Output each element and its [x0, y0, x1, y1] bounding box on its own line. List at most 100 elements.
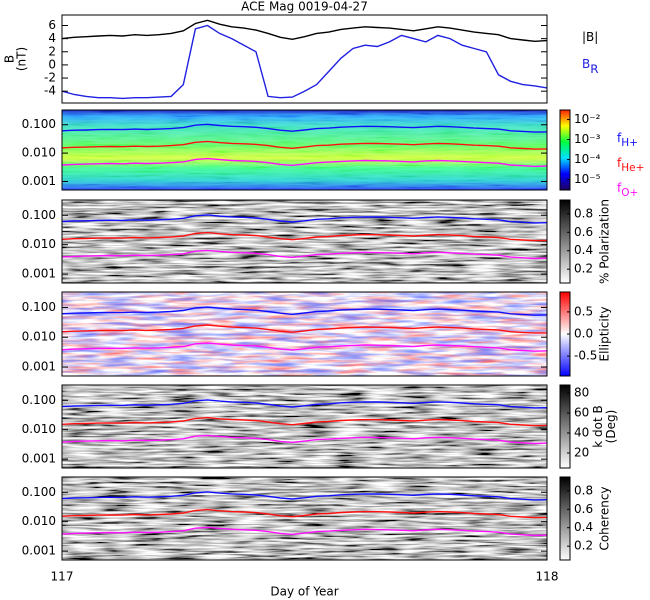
- y-tick-label: 0.001: [22, 174, 56, 188]
- y-tick-label: 0.010: [22, 330, 56, 344]
- colorbar-tick-label: 10⁻⁴: [574, 152, 601, 166]
- colorbar-tick-label: 0.8: [574, 483, 593, 497]
- y-axis-label: B: [3, 55, 17, 63]
- panel-frame: [61, 291, 548, 377]
- data-line: [62, 19, 547, 43]
- colorbar-label: Ellipticity: [598, 307, 612, 362]
- y-tick-label: 0.010: [22, 146, 56, 160]
- legend-subscript: O+: [621, 187, 638, 199]
- frequency-line: [62, 214, 547, 224]
- legend-name: B: [582, 57, 590, 71]
- colorbar-tick-label: -0.5: [574, 349, 597, 363]
- x-axis-label: Day of Year: [270, 585, 338, 599]
- y-tick-label: 0.010: [22, 514, 56, 528]
- legend-subscript: He+: [621, 162, 644, 174]
- y-tick-label: 6: [48, 18, 56, 32]
- colorbar-label: k dot B: [591, 405, 605, 447]
- y-tick-label: 0.010: [22, 237, 56, 251]
- y-tick-label: 0.100: [22, 393, 56, 407]
- legend-name: f: [617, 156, 622, 170]
- plot-area: [62, 292, 547, 376]
- y-tick-label: 0.001: [22, 360, 56, 374]
- frequency-line: [62, 434, 547, 445]
- colorbar: [559, 476, 571, 561]
- colorbar-tick-label: 20: [574, 446, 589, 460]
- legend-entry: BR: [582, 57, 599, 76]
- panel-frame: [61, 384, 548, 469]
- colorbar: [559, 109, 571, 191]
- colorbar-tick-label: 60: [574, 406, 589, 420]
- frequency-line: [62, 399, 547, 409]
- legend-subscript: R: [590, 62, 598, 76]
- colorbar-tick-label: 0.2: [574, 262, 593, 276]
- frequency-line: [62, 140, 547, 150]
- frequency-line: [62, 508, 547, 519]
- frequency-line: [62, 123, 547, 133]
- y-tick-label: 0.001: [22, 544, 56, 558]
- frequency-line: [62, 416, 547, 427]
- colorbar-label: Coherency: [598, 486, 612, 550]
- y-tick-label: 0.100: [22, 208, 56, 222]
- frequency-line: [62, 157, 547, 168]
- frequency-line: [62, 306, 547, 316]
- spectrogram-texture: [62, 110, 547, 190]
- colorbar-tick-label: 0.4: [574, 243, 593, 257]
- plot-area: [62, 110, 547, 190]
- legend-entry: fH+: [617, 131, 638, 150]
- frequency-line: [62, 324, 547, 334]
- data-line: [62, 24, 547, 100]
- y-tick-label: 0.100: [22, 485, 56, 499]
- colorbar-tick-label: 80: [574, 386, 589, 400]
- y-tick-label: -4: [44, 84, 56, 98]
- legend-entry: fO+: [617, 181, 638, 200]
- colorbar-tick-label: 0.8: [574, 206, 593, 220]
- spectrogram-texture: [62, 292, 547, 376]
- legend-name: |B|: [582, 30, 598, 44]
- y-tick-label: 2: [48, 44, 56, 58]
- colorbar-tick-label: 10⁻²: [574, 112, 601, 126]
- frequency-line: [62, 231, 547, 242]
- y-tick-label: 0.010: [22, 422, 56, 436]
- panel-frame: [61, 109, 548, 191]
- y-tick-label: 4: [48, 31, 56, 45]
- frequency-line: [62, 491, 547, 501]
- colorbar-label: % Polarization: [598, 199, 612, 284]
- y-tick-label: 0.100: [22, 117, 56, 131]
- y-axis-label: (nT): [15, 47, 29, 71]
- plot-area: [62, 200, 547, 283]
- legend-name: f: [617, 181, 622, 195]
- y-tick-label: 0: [48, 57, 56, 71]
- y-tick-label: 0.001: [22, 267, 56, 281]
- colorbar-label: (Deg): [604, 410, 618, 444]
- spectrogram-image: [62, 477, 547, 560]
- panel-frame: [61, 199, 548, 284]
- frequency-line: [62, 342, 547, 352]
- x-tick-label: 117: [51, 570, 74, 584]
- x-tick-label: 118: [536, 570, 559, 584]
- colorbar: [559, 384, 571, 469]
- plot-area: [62, 19, 547, 100]
- colorbar-tick-label: 40: [574, 426, 589, 440]
- plot-area: [62, 385, 547, 468]
- legend-entry: |B|: [582, 30, 598, 44]
- colorbar-tick-label: 0.0: [574, 327, 593, 341]
- y-tick-label: 0.100: [22, 300, 56, 314]
- colorbar-tick-label: 0.4: [574, 520, 593, 534]
- legend-name: f: [617, 131, 622, 145]
- spectrogram-image: [62, 200, 547, 283]
- colorbar-tick-label: 0.5: [574, 304, 593, 318]
- panel-frame: [61, 14, 548, 104]
- colorbar-tick-label: 10⁻⁵: [574, 172, 601, 186]
- legend-entry: fHe+: [617, 156, 644, 175]
- frequency-line: [62, 249, 547, 260]
- frequency-line: [62, 526, 547, 537]
- legend-subscript: H+: [621, 137, 638, 149]
- y-tick-label: 0.001: [22, 452, 56, 466]
- colorbar-tick-label: 10⁻³: [574, 132, 601, 146]
- colorbar: [559, 199, 571, 284]
- colorbar-tick-label: 0.6: [574, 225, 593, 239]
- y-tick-label: -2: [44, 71, 56, 85]
- panel-frame: [61, 476, 548, 561]
- spectrogram-image: [62, 385, 547, 468]
